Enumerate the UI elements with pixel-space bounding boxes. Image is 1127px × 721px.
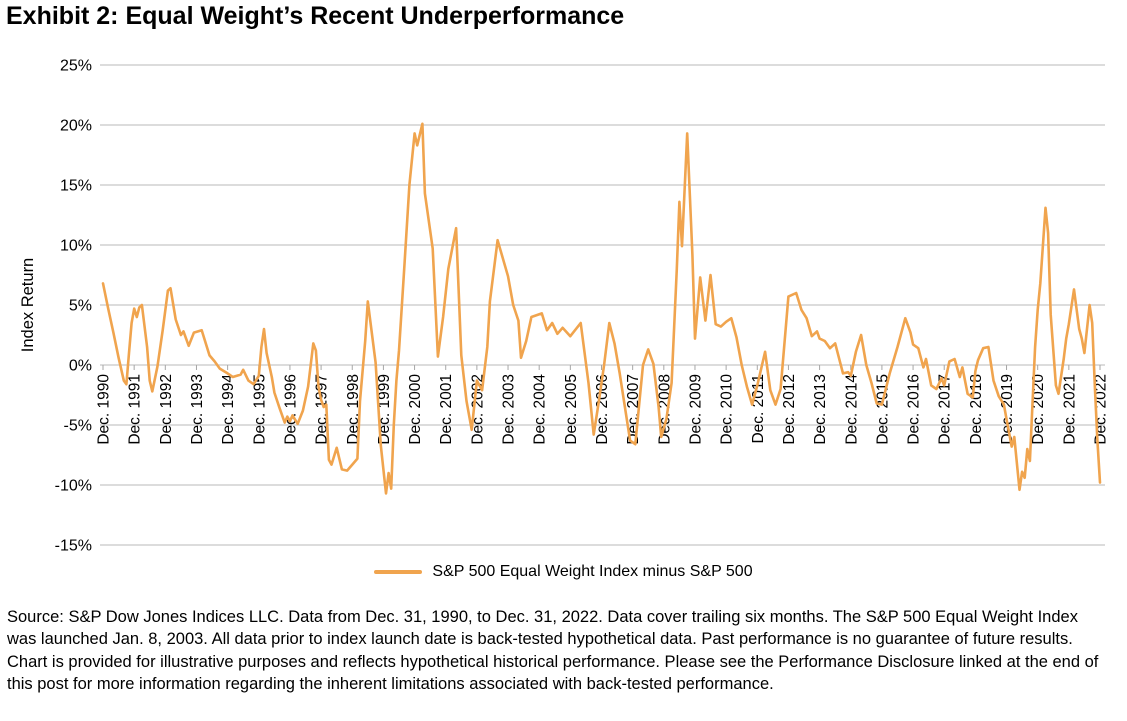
x-tick-label: Dec. 2013 (812, 374, 829, 445)
x-tick-label: Dec. 1995 (251, 374, 268, 445)
x-tick-label: Dec. 2015 (874, 374, 891, 445)
x-tick-label: Dec. 2018 (968, 374, 985, 445)
x-tick-label: Dec. 1990 (96, 374, 113, 445)
x-tick-label: Dec. 2005 (563, 374, 580, 445)
legend-line-swatch (374, 570, 423, 574)
source-note: Source: S&P Dow Jones Indices LLC. Data … (7, 608, 1099, 694)
x-tick-label: Dec. 2002 (469, 374, 486, 445)
y-axis-title: Index Return (19, 258, 37, 352)
x-tick-label: Dec. 2001 (438, 374, 455, 445)
legend: S&P 500 Equal Weight Index minus S&P 500 (0, 563, 1127, 581)
x-tick-label: Dec. 2012 (781, 374, 798, 445)
y-tick-label: 0% (69, 358, 92, 375)
x-tick-label: Dec. 2006 (594, 374, 611, 445)
y-tick-label: 20% (60, 118, 92, 135)
x-tick-label: Dec. 2014 (843, 374, 860, 445)
y-tick-label: -5% (64, 418, 92, 435)
y-tick-label: 15% (60, 178, 92, 195)
series-line (101, 122, 1102, 495)
y-tick-label: 5% (69, 298, 92, 315)
x-tick-label: Dec. 2003 (501, 374, 518, 445)
x-tick-label: Dec. 2009 (687, 374, 704, 445)
legend-label: S&P 500 Equal Weight Index minus S&P 500 (432, 563, 753, 580)
x-tick-label: Dec. 2020 (1030, 374, 1047, 445)
x-tick-label: Dec. 1992 (158, 374, 175, 445)
x-tick-label: Dec. 1991 (127, 374, 144, 445)
x-tick-label: Dec. 1993 (189, 374, 206, 445)
y-tick-label: 25% (60, 58, 92, 75)
x-tick-label: Dec. 2017 (937, 374, 954, 445)
y-tick-label: -10% (55, 478, 92, 495)
y-tick-label: 10% (60, 238, 92, 255)
x-tick-label: Dec. 2011 (750, 374, 767, 444)
x-tick-label: Dec. 1998 (345, 374, 362, 445)
x-tick-label: Dec. 2021 (1061, 374, 1078, 445)
chart-title: Exhibit 2: Equal Weight’s Recent Underpe… (6, 2, 625, 30)
x-tick-label: Dec. 2000 (407, 374, 424, 445)
x-tick-label: Dec. 2016 (906, 374, 923, 445)
x-tick-label: Dec. 1996 (282, 374, 299, 445)
x-tick-label: Dec. 2019 (999, 374, 1016, 445)
line-chart: 25% 20% 15% 10% 5% 0% -5% -10% -15% Dec. 1990 Dec.… (19, 58, 1110, 555)
x-tick-label: Dec. 1994 (220, 374, 237, 445)
y-tick-label: -15% (55, 538, 92, 555)
x-tick-label: Dec. 2004 (532, 374, 549, 445)
x-tick-label: Dec. 2010 (719, 374, 736, 445)
